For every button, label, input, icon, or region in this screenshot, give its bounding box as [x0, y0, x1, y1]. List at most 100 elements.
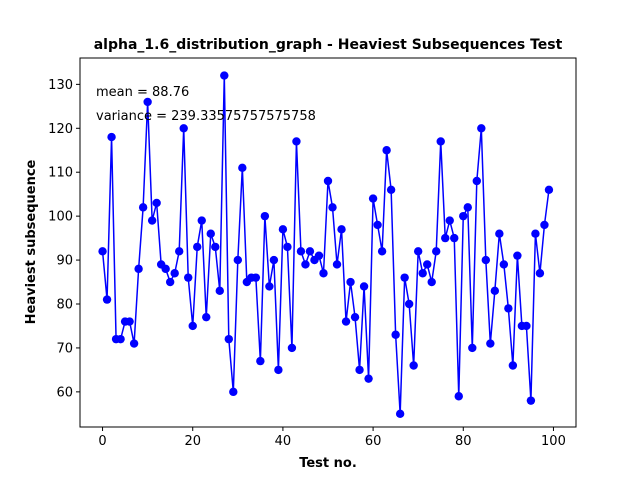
data-point [477, 124, 486, 133]
data-point [269, 255, 279, 265]
data-point [423, 260, 432, 269]
chart-title: alpha_1.6_distribution_graph - Heaviest … [94, 37, 563, 53]
data-point [165, 277, 175, 287]
data-point [391, 330, 400, 339]
data-point [224, 334, 233, 344]
x-tick-label: 60 [365, 434, 382, 449]
data-point [436, 137, 445, 146]
data-point [490, 286, 500, 296]
data-point [193, 242, 202, 252]
mean-annotation: mean = 88.76 [96, 85, 189, 100]
data-point [170, 269, 179, 278]
data-point [377, 247, 387, 256]
data-point [540, 220, 549, 230]
data-point [441, 233, 450, 243]
data-point [535, 269, 545, 278]
data-point [341, 317, 351, 326]
plot-frame [79, 57, 577, 428]
x-tick-label: 80 [455, 434, 472, 449]
data-point [368, 194, 378, 203]
data-point [468, 343, 477, 353]
data-point [450, 233, 459, 243]
y-tick-label: 100 [48, 210, 73, 225]
data-point [202, 312, 211, 322]
data-point [107, 132, 116, 142]
data-point [486, 339, 495, 348]
data-point [305, 247, 315, 256]
data-point [404, 299, 414, 309]
plot-area [98, 71, 554, 419]
data-point [395, 409, 405, 419]
data-point [134, 264, 143, 274]
data-point [373, 220, 382, 230]
data-point [314, 251, 324, 260]
y-tick-label: 70 [56, 341, 73, 356]
data-point [508, 361, 518, 370]
data-point [454, 392, 463, 401]
data-point [211, 242, 220, 252]
data-point [147, 216, 157, 225]
data-point [260, 211, 270, 221]
data-point [161, 264, 170, 274]
data-point [215, 286, 224, 296]
data-point [522, 321, 531, 331]
data-point [98, 247, 107, 256]
x-tick-label: 0 [98, 434, 106, 449]
data-point [526, 396, 536, 405]
data-point [278, 225, 288, 234]
data-point [413, 247, 423, 256]
y-tick-label: 110 [48, 166, 73, 181]
data-point [463, 203, 472, 212]
x-axis: 0 20 40 60 80 100 [98, 427, 566, 449]
data-point [364, 374, 373, 383]
data-point [427, 277, 436, 287]
data-point [116, 334, 125, 344]
data-point [328, 203, 337, 212]
data-point [382, 146, 391, 155]
variance-annotation: variance = 239.33575757575758 [96, 109, 316, 124]
data-point [337, 225, 346, 234]
x-tick-label: 20 [184, 434, 201, 449]
data-point [197, 216, 206, 225]
data-point [481, 255, 491, 265]
y-axis: 60 70 80 90 100 110 120 130 [48, 78, 80, 400]
data-point [472, 176, 481, 186]
data-point [355, 365, 364, 375]
y-tick-label: 80 [56, 298, 73, 313]
data-point [206, 229, 215, 238]
data-point [386, 185, 396, 194]
data-point [175, 247, 184, 256]
data-point [332, 260, 342, 269]
data-point [184, 273, 193, 282]
data-point [350, 312, 360, 322]
series-line [101, 75, 550, 414]
data-point [499, 260, 509, 269]
x-tick-label: 40 [275, 434, 292, 449]
data-point [323, 176, 333, 186]
data-point [188, 321, 197, 331]
data-point [274, 365, 283, 375]
data-point [301, 260, 310, 269]
data-point [129, 339, 139, 348]
data-point [292, 137, 301, 146]
y-tick-label: 60 [56, 385, 73, 400]
data-point [265, 282, 274, 291]
data-point [459, 211, 468, 221]
data-point [504, 304, 513, 313]
data-point [179, 124, 188, 133]
data-point [283, 242, 292, 252]
data-point [346, 277, 355, 287]
data-point [251, 273, 261, 282]
y-tick-label: 120 [48, 122, 73, 137]
x-axis-label: Test no. [299, 456, 357, 471]
data-point [531, 229, 540, 238]
data-point [513, 251, 522, 260]
data-point [233, 255, 243, 265]
data-point [409, 361, 418, 370]
data-point [296, 247, 306, 256]
data-point [256, 356, 265, 366]
y-tick-label: 90 [56, 254, 73, 269]
data-point [229, 387, 238, 397]
data-point [400, 273, 409, 282]
